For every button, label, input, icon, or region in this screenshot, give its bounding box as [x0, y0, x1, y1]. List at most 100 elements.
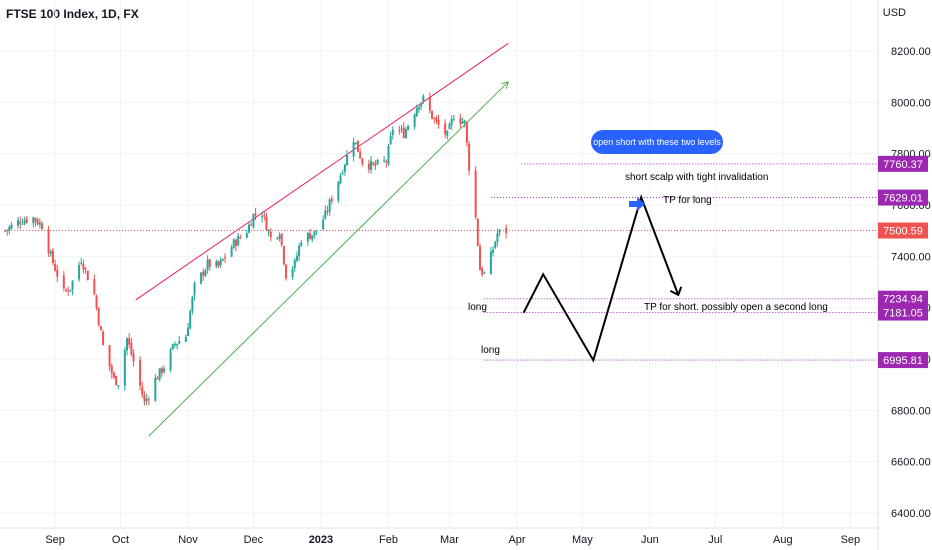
candle-body [313, 230, 316, 236]
grid [0, 0, 878, 528]
candle-body [117, 385, 120, 387]
candle-body [51, 250, 54, 263]
price-tag-label: 7181.05 [883, 308, 923, 320]
candle-body [82, 263, 85, 270]
candle-body [145, 398, 148, 402]
candle-body [102, 331, 105, 345]
candle-body [476, 218, 479, 246]
candle-body [459, 118, 462, 124]
currency-label: USD [882, 7, 906, 19]
note-bubble[interactable]: open short with these two levels [591, 130, 723, 154]
candle-body [468, 143, 471, 171]
candle-body [230, 247, 233, 257]
candle-body [361, 158, 364, 164]
candle-body [448, 123, 451, 130]
candle-body [450, 119, 453, 125]
candle-body [489, 251, 492, 275]
candle-body [293, 260, 296, 268]
candle-body [56, 269, 59, 277]
candle-body [143, 395, 146, 402]
blue-arrow-icon [629, 197, 645, 211]
candle-body [93, 279, 96, 295]
candle-body [54, 263, 57, 271]
x-tick-label: Jun [641, 534, 659, 546]
annotation-long-2: long [481, 345, 500, 356]
candle-body [354, 142, 357, 144]
price-tag [878, 304, 928, 321]
candle-body [171, 344, 174, 350]
candle-body [496, 233, 499, 242]
candle-body [417, 106, 420, 110]
upper-resistance-line [135, 42, 509, 301]
candle-body [110, 365, 113, 374]
price-tag-label: 6995.81 [883, 355, 923, 367]
price-axis: 6400.006600.006800.007000.007200.007400.… [877, 0, 931, 550]
candles [4, 92, 508, 406]
price-tag [878, 352, 928, 369]
candle-body [139, 359, 142, 386]
candle-body [389, 135, 392, 144]
candle-body [69, 289, 72, 291]
candle-body [158, 368, 161, 380]
candle-body [25, 218, 28, 223]
candle-body [483, 272, 486, 274]
candle-body [431, 110, 434, 119]
candle-body [265, 216, 268, 231]
candle-body [65, 289, 68, 291]
candle-body [311, 235, 314, 240]
candle-body [178, 340, 181, 344]
price-tag [878, 222, 928, 239]
candle-body [505, 228, 508, 233]
candle-body [341, 173, 344, 175]
lower-support-line [148, 81, 509, 437]
candle-body [481, 268, 484, 275]
candle-body [189, 311, 192, 329]
candle-body [367, 163, 370, 170]
x-tick-label: Oct [112, 534, 129, 546]
candle-body [435, 117, 438, 121]
candle-body [21, 223, 24, 225]
candle-body [494, 241, 497, 248]
projection-path [522, 194, 683, 363]
candle-body [433, 118, 436, 120]
candle-body [465, 122, 468, 143]
candle-body [6, 229, 9, 231]
candle-body [280, 233, 283, 245]
candle-body [38, 222, 41, 225]
x-tick-label: Dec [244, 534, 264, 546]
candle-body [232, 239, 235, 248]
candle-body [49, 251, 52, 254]
candle-body [352, 142, 355, 157]
candle-body [17, 220, 20, 226]
candle-body [263, 215, 266, 217]
candle-body [269, 231, 272, 238]
candle-body [437, 119, 440, 125]
candle-body [398, 130, 401, 132]
x-tick-label: Jul [708, 534, 722, 546]
candle-body [376, 159, 379, 165]
candle-body [239, 237, 242, 239]
candle-body [154, 377, 157, 401]
candle-body [204, 270, 207, 277]
candle-body [215, 261, 218, 267]
candle-body [237, 235, 240, 246]
candle-body [163, 368, 166, 372]
candle-body [19, 221, 22, 224]
candle-body [446, 130, 449, 136]
candle-body [324, 210, 327, 219]
candle-body [444, 123, 447, 135]
candle-body [128, 338, 131, 345]
candle-body [219, 259, 222, 266]
price-tag [878, 290, 928, 307]
candle-body [141, 387, 144, 396]
candle-body [295, 255, 298, 261]
candle-body [86, 270, 89, 281]
x-tick-label: Aug [773, 534, 793, 546]
candle-body [10, 224, 13, 229]
candle-body [221, 258, 224, 261]
candle-body [206, 259, 209, 270]
candle-body [359, 151, 362, 159]
candle-body [474, 170, 477, 218]
candle-body [267, 230, 270, 232]
